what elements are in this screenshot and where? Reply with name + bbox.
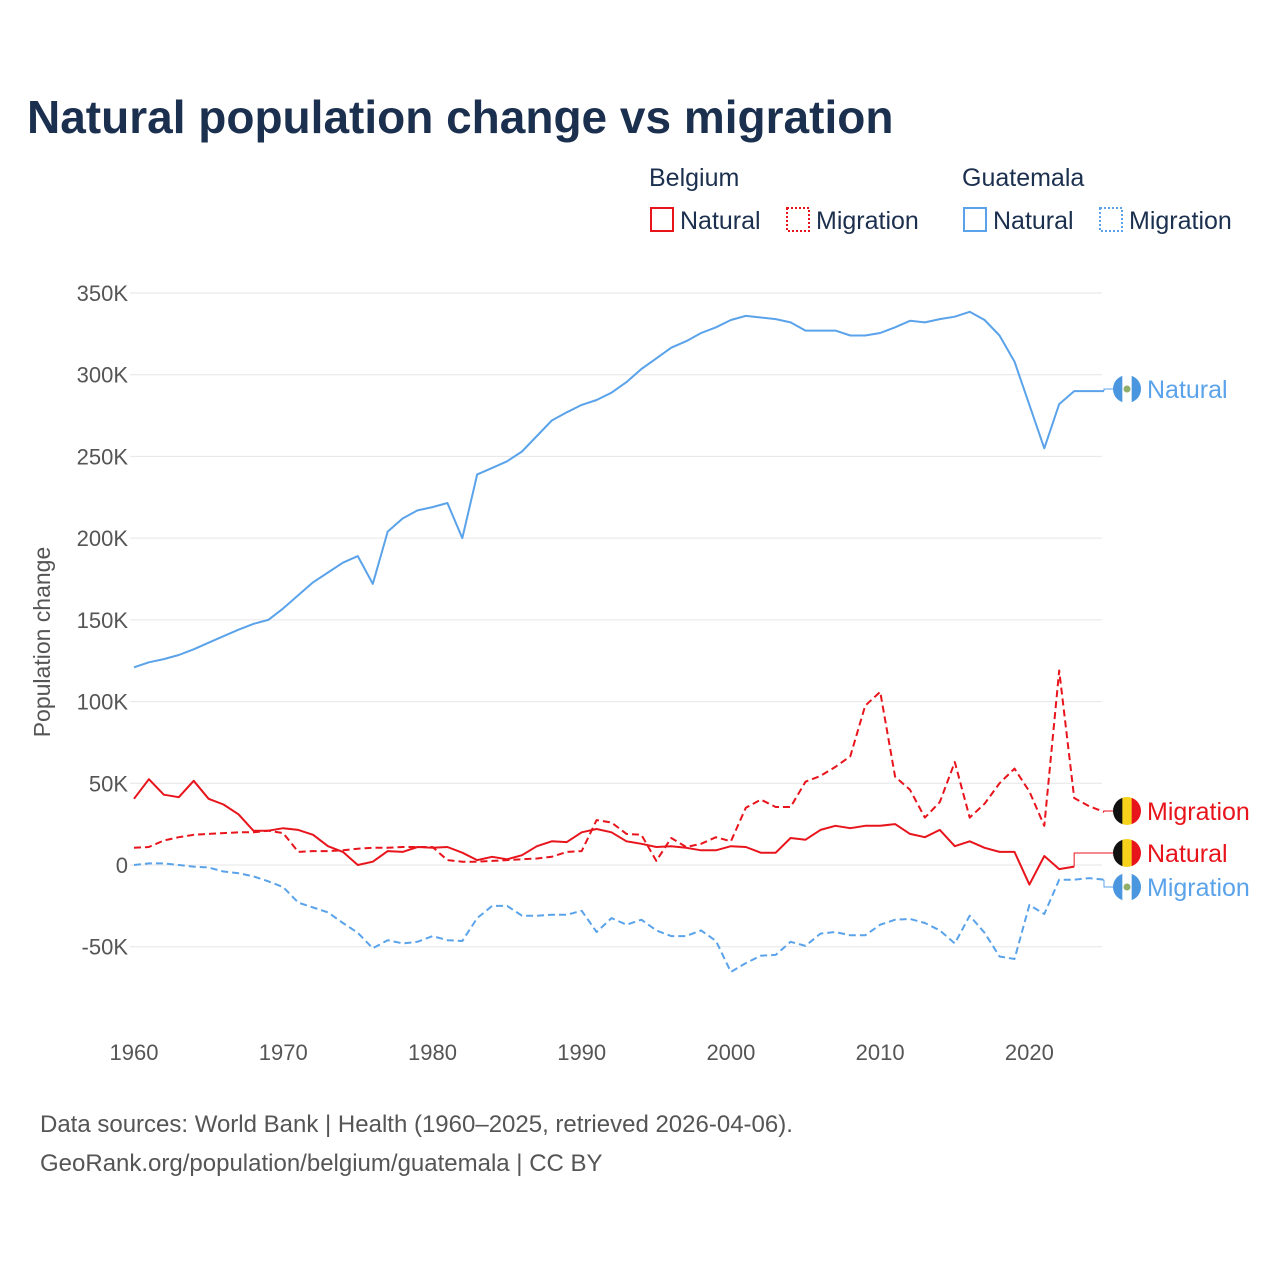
legend-swatch-belgium-migration bbox=[786, 207, 810, 232]
y-tick-label: 0 bbox=[116, 853, 128, 878]
x-tick-label: 1980 bbox=[408, 1040, 457, 1065]
end-label-guatemala-natural: Natural bbox=[1147, 376, 1228, 404]
belgium-flag-icon bbox=[1113, 839, 1141, 867]
y-tick-label: 150K bbox=[77, 608, 129, 633]
legend: Belgium Natural Migration Guatemala Natu… bbox=[649, 164, 1232, 235]
legend-label-guatemala-natural[interactable]: Natural bbox=[993, 207, 1074, 235]
x-tick-label: 2010 bbox=[856, 1040, 905, 1065]
legend-swatch-belgium-natural bbox=[650, 207, 674, 232]
end-label-belgium-natural: Natural bbox=[1147, 840, 1228, 868]
x-tick-label: 2000 bbox=[706, 1040, 755, 1065]
x-tick-label: 1970 bbox=[259, 1040, 308, 1065]
guatemala-flag-icon bbox=[1113, 375, 1141, 403]
y-axis-label: Population change bbox=[29, 547, 55, 738]
y-tick-label: 100K bbox=[77, 690, 129, 715]
y-tick-label: 300K bbox=[77, 363, 129, 388]
footer-link[interactable]: GeoRank.org/population/belgium/guatemala… bbox=[40, 1150, 603, 1177]
legend-group-belgium: Belgium bbox=[649, 164, 739, 192]
y-tick-label: 200K bbox=[77, 526, 129, 551]
line-belgium-natural bbox=[133, 778, 1075, 886]
x-tick-label: 1960 bbox=[110, 1040, 159, 1065]
end-label-belgium-migration: Migration bbox=[1147, 798, 1250, 826]
legend-swatch-guatemala-natural bbox=[963, 207, 987, 232]
x-tick-label: 1990 bbox=[557, 1040, 606, 1065]
legend-group-guatemala: Guatemala bbox=[962, 164, 1084, 192]
chart-title: Natural population change vs migration bbox=[27, 91, 893, 143]
footer-sources: Data sources: World Bank | Health (1960–… bbox=[40, 1111, 793, 1138]
gridlines bbox=[130, 292, 1102, 948]
y-tick-label: 250K bbox=[77, 444, 129, 469]
line-guatemala-natural bbox=[133, 310, 1104, 669]
label-connector bbox=[1103, 810, 1113, 812]
label-connector bbox=[1103, 388, 1113, 392]
line-belgium-migration bbox=[133, 669, 1105, 863]
belgium-flag-icon bbox=[1113, 797, 1141, 825]
y-tick-label: 50K bbox=[89, 771, 128, 796]
legend-label-guatemala-migration[interactable]: Migration bbox=[1129, 207, 1232, 235]
series-lines bbox=[133, 310, 1105, 973]
label-connector bbox=[1073, 852, 1113, 867]
line-guatemala-migration bbox=[133, 862, 1105, 973]
end-labels: Natural Migration Natural Migration bbox=[1073, 375, 1250, 902]
legend-label-belgium-migration[interactable]: Migration bbox=[816, 207, 919, 235]
legend-swatch-guatemala-migration bbox=[1099, 207, 1123, 232]
end-label-guatemala-migration: Migration bbox=[1147, 874, 1250, 902]
x-tick-label: 2020 bbox=[1005, 1040, 1054, 1065]
x-axis-ticks: 1960 1970 1980 1990 2000 2010 2020 bbox=[110, 1040, 1054, 1065]
y-axis-ticks: 350K 300K 250K 200K 150K 100K 50K 0 -50K bbox=[77, 281, 129, 960]
y-tick-label: 350K bbox=[77, 281, 129, 306]
label-connector bbox=[1103, 879, 1113, 888]
guatemala-flag-icon bbox=[1113, 873, 1141, 901]
legend-label-belgium-natural[interactable]: Natural bbox=[680, 207, 761, 235]
y-tick-label: -50K bbox=[82, 935, 129, 960]
